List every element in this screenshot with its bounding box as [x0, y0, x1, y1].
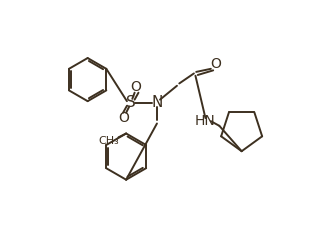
Text: O: O	[131, 80, 141, 94]
Text: N: N	[151, 95, 163, 110]
Text: O: O	[118, 111, 129, 125]
Text: HN: HN	[194, 114, 215, 128]
Text: CH₃: CH₃	[99, 136, 120, 146]
Text: O: O	[210, 57, 221, 71]
Text: S: S	[126, 95, 136, 110]
